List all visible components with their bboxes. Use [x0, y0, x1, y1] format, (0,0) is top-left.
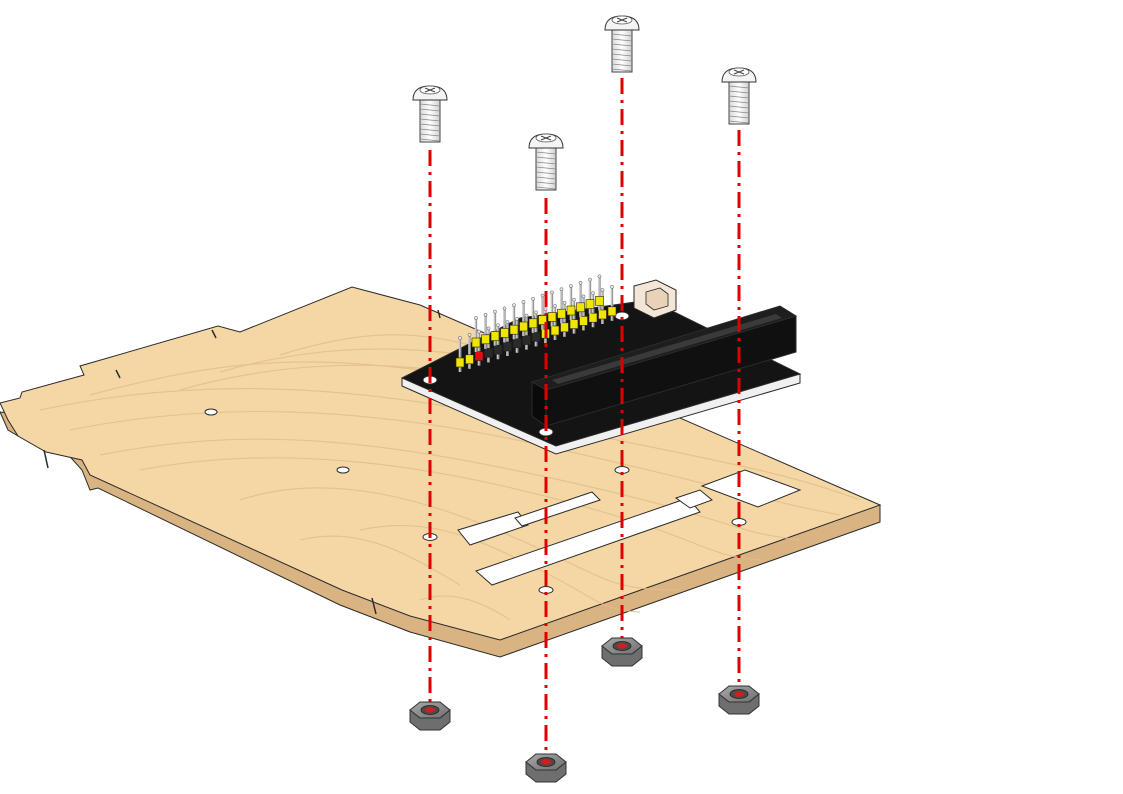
pin-header — [503, 320, 512, 356]
long-slot — [475, 497, 701, 586]
nut-4 — [718, 685, 760, 715]
wooden-base-plate — [0, 286, 882, 658]
pin-header — [576, 280, 585, 317]
screw-4 — [721, 67, 757, 125]
short-slot — [457, 511, 529, 546]
nuts — [409, 637, 760, 783]
pin-header — [474, 329, 484, 366]
pin-headers — [455, 274, 617, 372]
pin-header — [519, 300, 528, 336]
screw-1 — [412, 85, 448, 143]
pin-header — [569, 297, 579, 334]
pin-header — [557, 287, 566, 324]
pin-header — [547, 290, 557, 327]
pin-header — [588, 291, 598, 328]
pin-header — [566, 284, 576, 320]
pin-header — [512, 316, 522, 353]
screw-2 — [528, 133, 564, 191]
plate-top-surface — [0, 286, 882, 641]
pin-header — [595, 274, 604, 311]
pin-header — [493, 323, 503, 360]
small-slot — [674, 489, 713, 509]
pin-header — [471, 316, 481, 352]
nut-3 — [601, 637, 643, 667]
hole — [204, 408, 218, 416]
pin-header — [528, 296, 538, 333]
pin-header — [490, 309, 500, 346]
pin-header — [481, 312, 490, 349]
pin-header — [579, 294, 588, 331]
hole — [336, 466, 350, 474]
pin-header — [550, 304, 560, 340]
plate-notches — [43, 309, 441, 615]
pin-header — [455, 336, 465, 372]
slot-upper — [514, 491, 601, 527]
pin-header — [531, 310, 541, 347]
black-expansion-board — [400, 274, 802, 455]
plate-cutouts — [457, 469, 802, 586]
pin-header — [500, 306, 509, 343]
pin-header — [522, 313, 531, 350]
pin-header — [538, 293, 547, 330]
edge-connector-slot — [530, 305, 798, 427]
white-connector — [633, 279, 677, 319]
pin-header — [484, 326, 493, 363]
nut-2 — [525, 753, 567, 783]
pin-header — [585, 277, 595, 314]
pin-header — [509, 303, 519, 340]
pin-header — [560, 300, 569, 337]
plate-holes — [204, 408, 747, 594]
pin-header — [607, 284, 617, 321]
screw-3 — [604, 15, 640, 73]
pin-header — [598, 288, 607, 324]
nut-1 — [409, 701, 451, 731]
screws — [412, 15, 757, 191]
square-cutout — [700, 469, 802, 508]
pin-header — [465, 332, 474, 369]
alignment-lines — [428, 78, 741, 760]
